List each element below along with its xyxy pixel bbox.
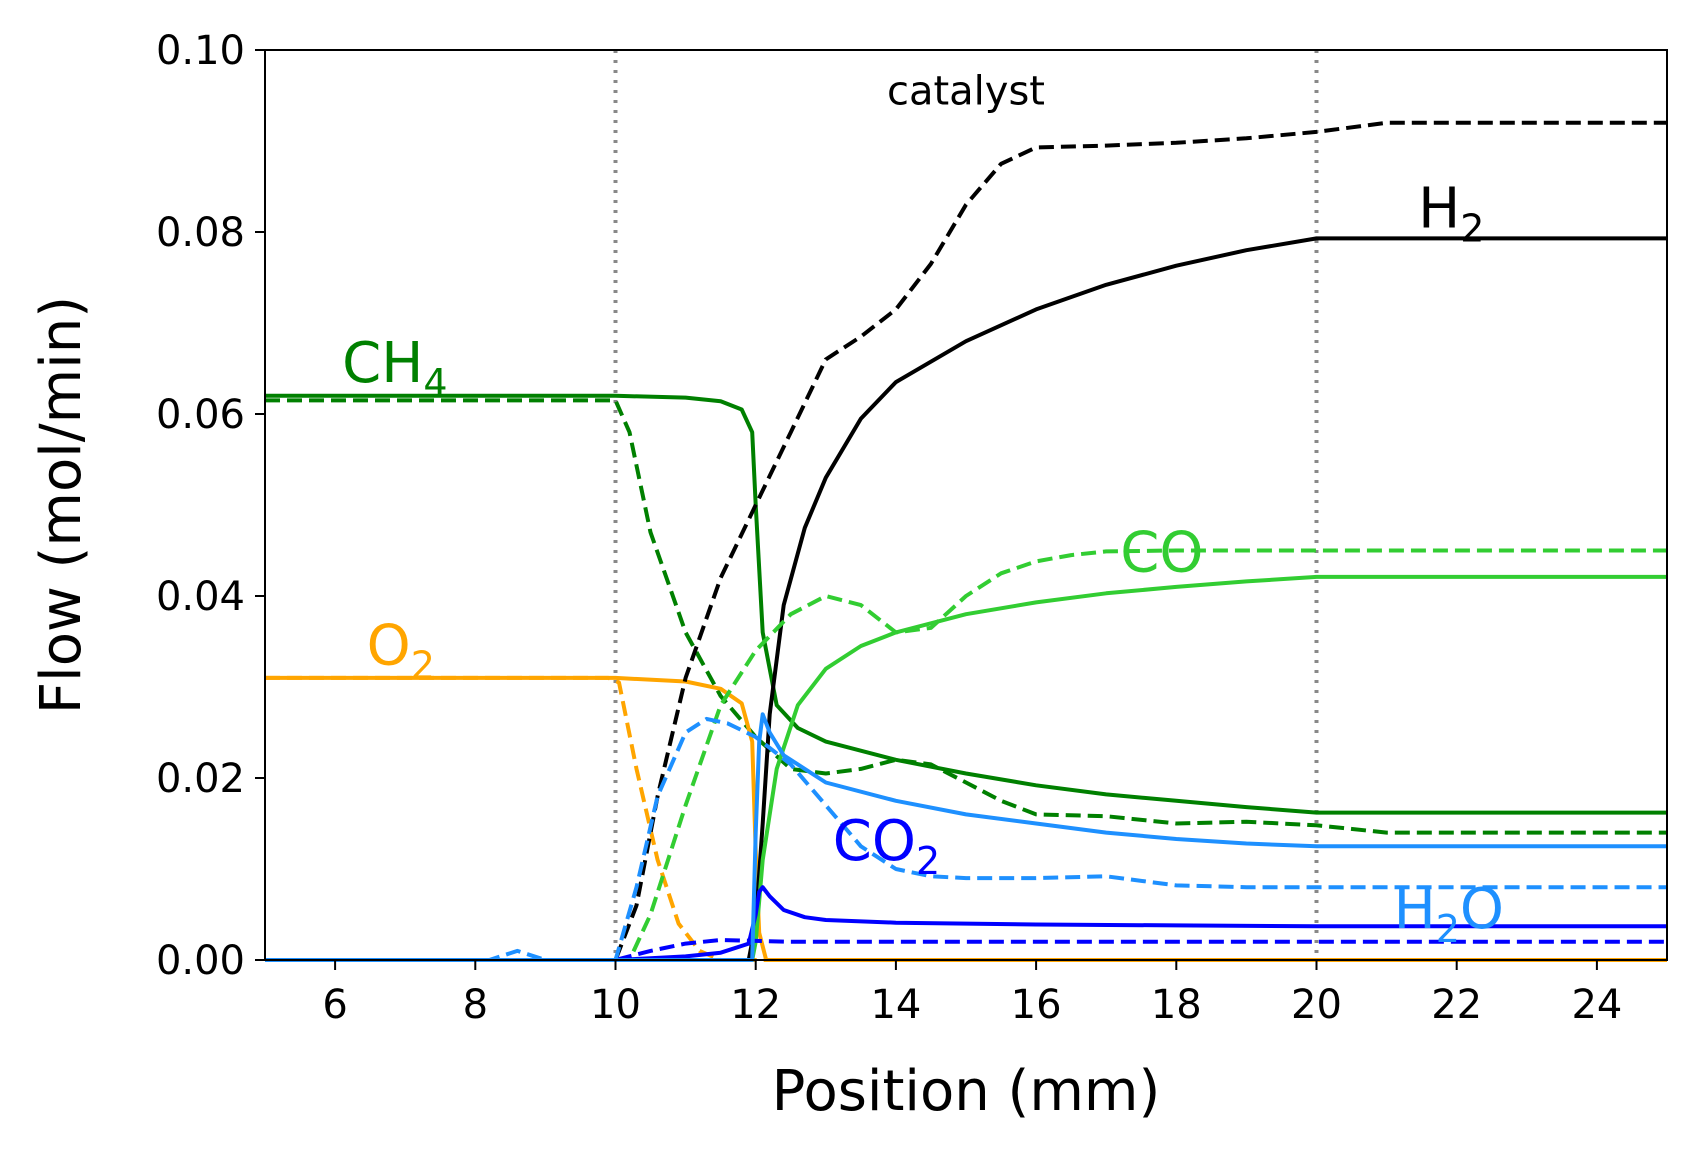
label-base-text: H (1418, 176, 1460, 241)
catalyst-region-label: catalyst (887, 69, 1045, 115)
species-label-co: CO (1120, 520, 1203, 585)
series-line-h2-solid (265, 236, 1667, 962)
series-line-co2-solid (265, 885, 1667, 962)
series-line-co2-dashed (265, 938, 1667, 962)
x-tick-label: 12 (730, 982, 781, 1028)
label-tail-text: O (1460, 877, 1504, 942)
species-label-h2o: H2O (1394, 877, 1504, 951)
series-line-h2o-solid (265, 712, 1667, 962)
y-tick-label: 0.04 (156, 574, 245, 620)
y-tick-label: 0.00 (156, 938, 245, 984)
label-subscript-text: 2 (1436, 907, 1460, 951)
plot-frame (264, 49, 1668, 961)
label-base-text: CH (342, 331, 423, 396)
x-tick-label: 6 (322, 982, 347, 1028)
y-tick-label: 0.08 (156, 210, 245, 256)
x-tick-label: 18 (1151, 982, 1202, 1028)
series-line-co-dashed (265, 548, 1667, 962)
species-label-o2: O2 (367, 613, 435, 687)
species-label-co2: CO2 (833, 809, 940, 883)
series-line-o2-dashed (265, 675, 1667, 962)
label-base-text: CO (1120, 520, 1203, 585)
label-subscript-text: 2 (411, 643, 435, 687)
label-subscript-text: 4 (423, 361, 447, 405)
data-series (265, 120, 1667, 962)
x-tick-label: 10 (590, 982, 641, 1028)
x-tick-label: 16 (1011, 982, 1062, 1028)
label-base-text: CO (833, 809, 916, 874)
label-subscript-text: 2 (916, 839, 940, 883)
y-axis-label: Flow (mol/min) (29, 296, 94, 714)
x-tick-label: 22 (1431, 982, 1482, 1028)
species-label-h2: H2 (1418, 176, 1484, 250)
x-axis-ticks: 6 8 10 12 14 16 18 20 22 24 (322, 960, 1622, 1028)
series-line-ch4-dashed (265, 398, 1667, 835)
label-subscript-text: 2 (1460, 206, 1484, 250)
x-tick-label: 14 (870, 982, 921, 1028)
series-line-o2-solid (265, 675, 1667, 962)
series-line-h2o-dashed (265, 716, 1667, 962)
species-label-ch4: CH4 (342, 331, 447, 405)
y-axis-ticks: 0.00 0.02 0.04 0.06 0.08 0.10 (156, 28, 265, 984)
label-base-text: O (367, 613, 411, 678)
y-tick-label: 0.02 (156, 756, 245, 802)
x-tick-label: 24 (1571, 982, 1622, 1028)
y-tick-label: 0.06 (156, 392, 245, 438)
x-tick-label: 20 (1291, 982, 1342, 1028)
vertical-reference-lines (613, 50, 1319, 960)
series-line-h2-dashed (265, 120, 1667, 962)
label-base-text: H (1394, 877, 1436, 942)
x-tick-label: 8 (463, 982, 488, 1028)
x-axis-label: Position (mm) (772, 1059, 1161, 1124)
series-line-ch4-solid (265, 393, 1667, 815)
y-tick-label: 0.10 (156, 28, 245, 74)
